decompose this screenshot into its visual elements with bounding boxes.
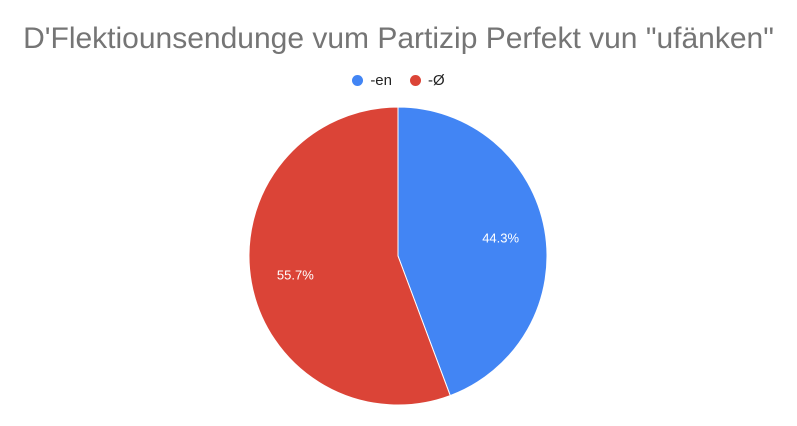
legend-item-null[interactable]: -Ø: [410, 72, 445, 89]
legend-label-null: -Ø: [428, 72, 445, 89]
legend-dot-en: [352, 75, 364, 86]
pie-slice-0[interactable]: [397, 106, 548, 397]
pie-slice-1[interactable]: [248, 106, 451, 406]
slice-label-1: 55.7%: [277, 268, 314, 283]
legend-item-en[interactable]: -en: [352, 72, 392, 89]
chart-title: D'Flektiounsendunge vum Partizip Perfekt…: [23, 22, 774, 55]
slice-label-0: 44.3%: [482, 230, 519, 245]
legend-dot-null: [410, 75, 421, 86]
chart-legend: -en -Ø: [0, 72, 797, 89]
legend-label-en: -en: [370, 72, 392, 89]
